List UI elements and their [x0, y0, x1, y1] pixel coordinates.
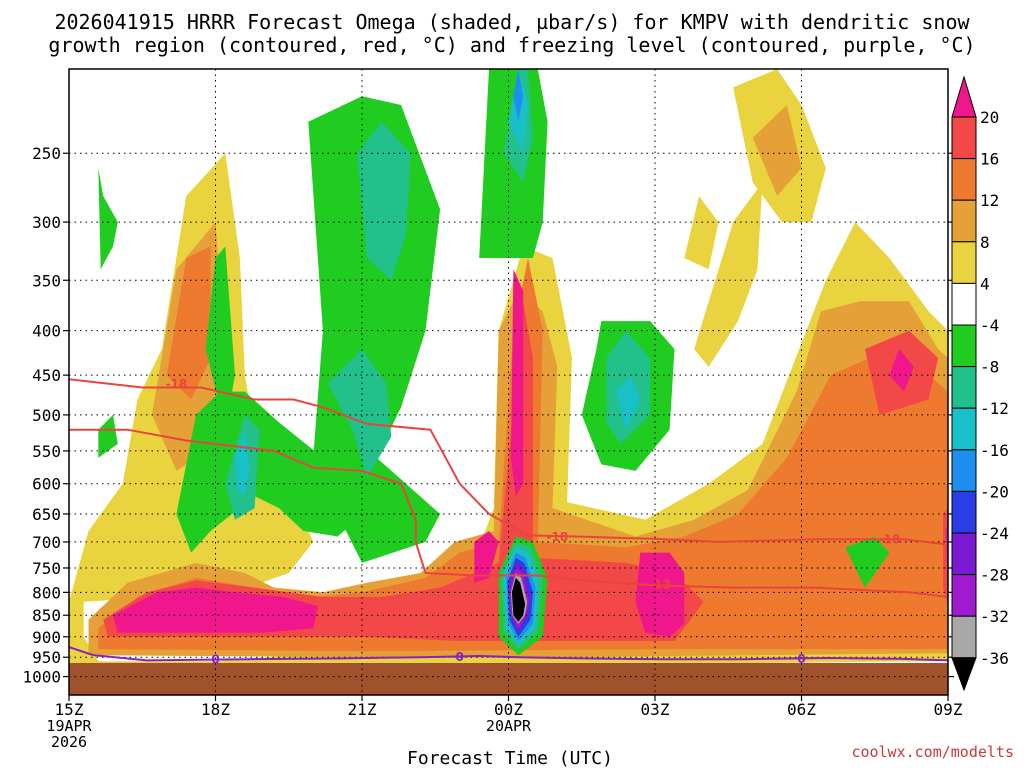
- omega-region: [615, 375, 641, 430]
- x-tick-sublabel: 19APR: [46, 717, 92, 735]
- title-line-1: 2026041915 HRRR Forecast Omega (shaded, …: [54, 10, 970, 34]
- x-tick-label: 06Z: [787, 700, 816, 719]
- x-tick-label: 18Z: [201, 700, 230, 719]
- colorbar-segment: [951, 407, 977, 451]
- y-tick-label: 300: [32, 213, 61, 232]
- omega-region: [511, 577, 526, 622]
- colorbar-label: -16: [980, 441, 1009, 460]
- colorbar-bottom-triangle: [951, 657, 977, 692]
- omega-region: [98, 414, 118, 458]
- omega-region: [474, 531, 499, 583]
- omega-region: [166, 246, 211, 400]
- colorbar-segment: [951, 366, 977, 409]
- omega-region: [694, 182, 763, 367]
- colorbar-segment: [951, 116, 977, 160]
- x-tick-label: 03Z: [641, 700, 670, 719]
- colorbar-label: -24: [980, 524, 1009, 543]
- x-tick-label: 15Z: [55, 700, 84, 719]
- omega-region: [327, 349, 392, 478]
- x-tick-label: 00Z: [494, 700, 523, 719]
- contour-label: 0: [455, 650, 463, 664]
- omega-region: [98, 168, 118, 270]
- y-tick-label: 550: [32, 442, 61, 461]
- y-tick-label: 500: [32, 406, 61, 425]
- colorbar-label: -4: [980, 316, 999, 335]
- colorbar-label: -20: [980, 482, 1009, 501]
- contour-label: -18: [879, 533, 901, 547]
- colorbar-segment: [951, 158, 977, 201]
- title-line-2: growth region (contoured, red, °C) and f…: [48, 33, 975, 57]
- y-tick-label: 750: [32, 559, 61, 578]
- x-tick-sublabel: 20APR: [486, 717, 532, 735]
- contour-label: 0: [797, 652, 805, 666]
- omega-region: [845, 536, 890, 588]
- colorbar: 20 16 12 8 4 -4 -8 -12 -16 -20 -24 -28 -32 -36: [951, 75, 1009, 692]
- plot-area: -18 -18 -18 -12 0 0 0: [69, 69, 948, 695]
- contour-label: 0: [211, 653, 219, 667]
- contour-purple: [69, 646, 948, 662]
- colorbar-label: -32: [980, 607, 1009, 626]
- y-tick-label: 900: [32, 628, 61, 647]
- colorbar-segment: [951, 324, 977, 368]
- colorbar-segment: [951, 199, 977, 243]
- grid: [69, 69, 948, 695]
- omega-shading: [69, 69, 948, 666]
- y-tick-label: 950: [32, 648, 61, 667]
- colorbar-segment: [951, 241, 977, 284]
- omega-region: [113, 587, 318, 633]
- x-tick-label: 09Z: [934, 700, 963, 719]
- contour-lines: -18 -18 -18 -12 0 0 0: [69, 377, 948, 667]
- colorbar-segment: [951, 532, 977, 576]
- omega-region: [889, 349, 914, 392]
- colorbar-label: -28: [980, 566, 1009, 585]
- y-tick-label: 250: [32, 144, 61, 163]
- y-tick-label: 400: [32, 322, 61, 341]
- y-axis: 250 300 350 400 450 500 550 600 650 700 750 800 850 9…: [22, 144, 954, 687]
- colorbar-label: 4: [980, 274, 990, 293]
- colorbar-segment: [951, 490, 977, 534]
- colorbar-label: 16: [980, 150, 999, 169]
- y-tick-label: 650: [32, 505, 61, 524]
- x-tick-sublabel: 2026: [51, 733, 87, 751]
- omega-region: [205, 246, 235, 430]
- colorbar-segment: [951, 615, 977, 659]
- colorbar-label: -36: [980, 649, 1009, 668]
- omega-region: [635, 552, 685, 637]
- omega-region: [513, 69, 524, 122]
- contour-label: -12: [649, 577, 671, 591]
- y-tick-label: 350: [32, 271, 61, 290]
- colorbar-label: -8: [980, 358, 999, 377]
- colorbar-segment: [951, 449, 977, 492]
- y-tick-label: 700: [32, 533, 61, 552]
- credit-text: coolwx.com/modelts: [851, 743, 1014, 761]
- y-tick-label: 850: [32, 606, 61, 625]
- colorbar-segment: [951, 282, 977, 326]
- colorbar-label: 8: [980, 233, 990, 252]
- contour-red: [69, 378, 948, 546]
- omega-region: [684, 196, 719, 270]
- contour-label: -18: [166, 377, 188, 391]
- colorbar-top-triangle: [951, 75, 977, 118]
- omega-region: [752, 105, 802, 196]
- omega-region: [510, 269, 524, 497]
- colorbar-label: -12: [980, 399, 1009, 418]
- x-tick-label: 21Z: [348, 700, 377, 719]
- x-axis-label: Forecast Time (UTC): [407, 748, 613, 768]
- colorbar-label: 20: [980, 108, 999, 127]
- colorbar-segment: [951, 574, 977, 617]
- y-tick-label: 600: [32, 475, 61, 494]
- omega-region: [235, 429, 250, 497]
- y-tick-label: 450: [32, 366, 61, 385]
- contour-red: [69, 428, 948, 598]
- contour-label: -18: [546, 530, 568, 544]
- colorbar-label: 12: [980, 191, 999, 210]
- y-tick-label: 1000: [22, 668, 61, 687]
- y-tick-label: 800: [32, 583, 61, 602]
- omega-region: [176, 391, 362, 553]
- omega-region: [357, 121, 411, 281]
- ground-block: [69, 663, 948, 695]
